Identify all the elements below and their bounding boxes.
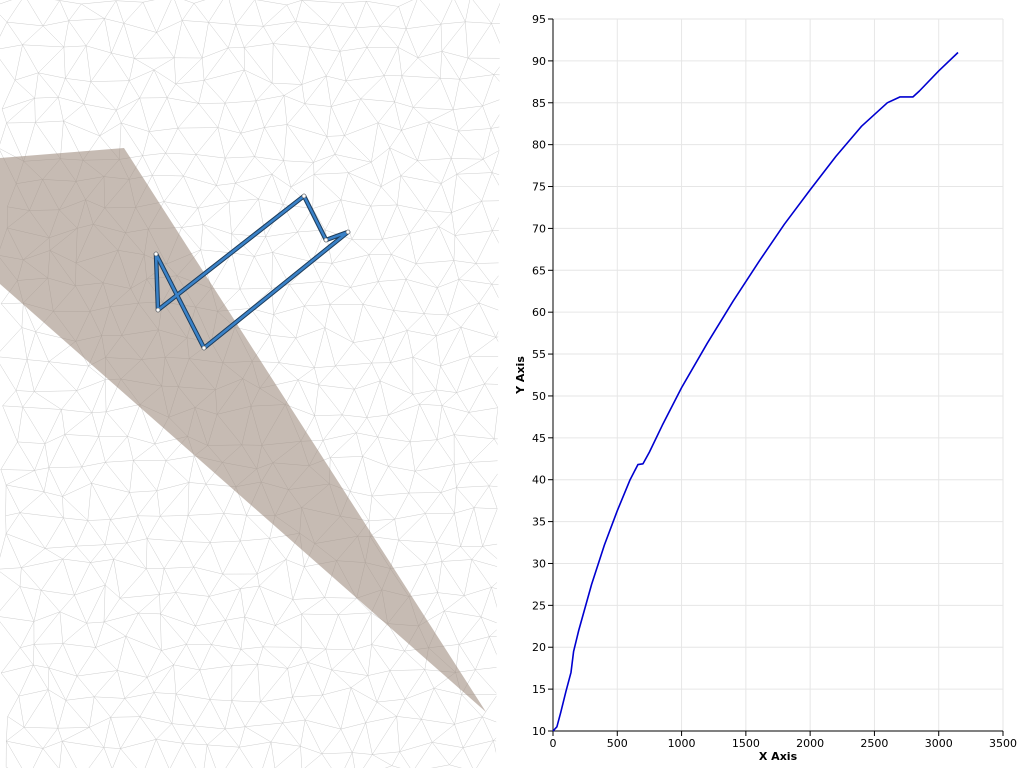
y-tick-label: 65: [532, 264, 546, 277]
y-tick-label: 45: [532, 432, 546, 445]
y-tick-label: 60: [532, 306, 546, 319]
y-tick-label: 90: [532, 55, 546, 68]
y-tick-label: 70: [532, 222, 546, 235]
render-view-3d[interactable]: [0, 0, 512, 768]
x-tick-label: 3500: [989, 737, 1017, 750]
y-tick-label: 80: [532, 139, 546, 152]
y-tick-label: 40: [532, 474, 546, 487]
y-tick-label: 30: [532, 557, 546, 570]
y-axis-title: Y Axis: [514, 356, 527, 395]
y-tick-label: 35: [532, 516, 546, 529]
chart-series[interactable]: [552, 51, 959, 732]
chart-ticks: 0 500 1000 1500 2000 2500 3000 3500 10 15 20 25 30 35…: [532, 13, 1017, 750]
y-tick-label: 95: [532, 13, 546, 26]
series-line[interactable]: [552, 51, 959, 732]
y-tick-label: 15: [532, 683, 546, 696]
line-chart: 0 500 1000 1500 2000 2500 3000 3500 10 15 20 25 30 35…: [514, 13, 1017, 763]
y-tick-label: 20: [532, 641, 546, 654]
chart-grid: [552, 18, 1004, 732]
x-tick-label: 3000: [925, 737, 953, 750]
x-tick-label: 2000: [796, 737, 824, 750]
x-tick-label: 1500: [732, 737, 760, 750]
y-tick-label: 75: [532, 181, 546, 194]
x-tick-label: 2500: [860, 737, 888, 750]
scene-overlay: [0, 148, 486, 712]
y-tick-label: 85: [532, 97, 546, 110]
chart-axes: [552, 19, 1003, 732]
line-chart-view[interactable]: 0 500 1000 1500 2000 2500 3000 3500 10 15 20 25 30 35…: [512, 0, 1024, 768]
poly-line-vertices[interactable]: [153, 193, 351, 351]
x-tick-label: 0: [550, 737, 557, 750]
x-tick-label: 1000: [668, 737, 696, 750]
y-tick-label: 10: [532, 725, 546, 738]
slice-plane[interactable]: [0, 148, 486, 712]
y-tick-label: 55: [532, 348, 546, 361]
x-tick-label: 500: [607, 737, 628, 750]
y-tick-label: 25: [532, 599, 546, 612]
y-tick-label: 50: [532, 390, 546, 403]
x-axis-title: X Axis: [759, 750, 798, 763]
